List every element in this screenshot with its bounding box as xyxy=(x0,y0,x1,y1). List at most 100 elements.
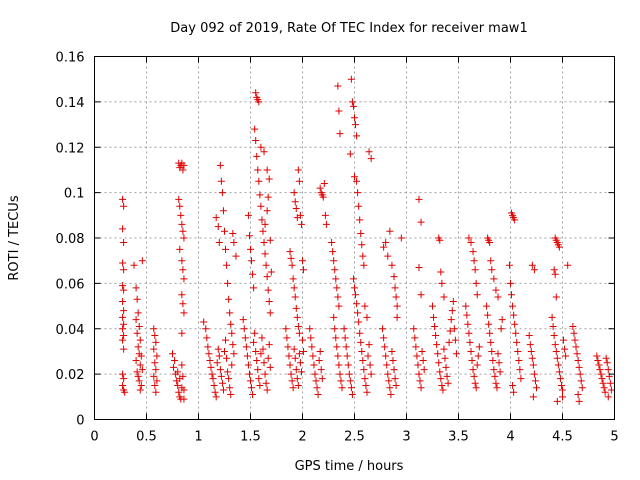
data-point xyxy=(560,336,568,344)
data-point xyxy=(606,379,614,387)
data-point xyxy=(417,384,425,392)
data-point xyxy=(516,366,524,374)
data-point xyxy=(569,322,577,330)
data-point xyxy=(435,359,443,367)
data-point xyxy=(259,345,267,353)
data-point xyxy=(335,302,343,310)
data-point xyxy=(321,211,329,219)
data-point xyxy=(260,239,268,247)
data-point xyxy=(264,354,272,362)
data-point xyxy=(334,293,342,301)
data-point xyxy=(330,313,338,321)
data-point xyxy=(178,257,186,265)
data-point xyxy=(488,347,496,355)
data-point xyxy=(598,375,606,383)
data-point xyxy=(255,98,263,106)
data-point xyxy=(300,266,308,274)
data-point xyxy=(492,379,500,387)
data-point xyxy=(120,375,128,383)
data-point xyxy=(365,341,373,349)
data-point xyxy=(366,361,374,369)
data-point xyxy=(214,223,222,231)
data-point xyxy=(312,377,320,385)
data-point xyxy=(389,357,397,365)
data-point xyxy=(120,320,128,328)
data-point xyxy=(594,357,602,365)
data-point xyxy=(226,309,234,317)
data-point xyxy=(475,343,483,351)
data-point xyxy=(487,338,495,346)
data-point xyxy=(286,248,294,256)
data-point xyxy=(556,375,564,383)
data-point xyxy=(330,257,338,265)
data-point xyxy=(206,357,214,365)
data-point xyxy=(216,366,224,374)
data-point xyxy=(364,352,372,360)
y-axis-label: ROTI / TECUs xyxy=(7,195,22,280)
data-point xyxy=(485,320,493,328)
data-point xyxy=(483,302,491,310)
x-tick-label: 1.5 xyxy=(240,430,261,445)
data-point xyxy=(390,273,398,281)
data-point xyxy=(133,368,141,376)
data-point xyxy=(555,368,563,376)
data-point xyxy=(249,391,257,399)
data-point xyxy=(248,257,256,265)
data-point xyxy=(179,372,187,380)
data-point xyxy=(505,261,513,269)
data-point xyxy=(451,336,459,344)
data-point xyxy=(212,393,220,401)
data-point xyxy=(175,388,183,396)
data-point xyxy=(441,354,449,362)
data-point xyxy=(119,195,127,203)
data-point xyxy=(550,266,558,274)
data-point xyxy=(299,336,306,344)
data-point xyxy=(345,370,353,378)
data-point xyxy=(437,375,445,383)
data-point xyxy=(361,302,369,310)
data-point xyxy=(348,391,356,399)
data-point xyxy=(466,338,474,346)
data-point xyxy=(440,293,448,301)
data-point xyxy=(357,338,365,346)
data-point xyxy=(551,270,559,278)
data-point xyxy=(295,177,303,185)
data-point xyxy=(434,350,442,358)
data-point xyxy=(223,261,231,269)
data-point xyxy=(153,352,161,360)
data-point xyxy=(288,377,296,385)
data-point xyxy=(213,359,221,367)
data-point xyxy=(255,177,263,185)
data-point xyxy=(559,386,566,394)
data-point xyxy=(443,372,451,380)
data-point xyxy=(359,252,367,260)
data-point xyxy=(355,202,363,210)
data-point xyxy=(517,375,525,383)
y-tick-label: 0.02 xyxy=(56,368,85,383)
data-point xyxy=(261,220,269,228)
data-point xyxy=(438,279,446,287)
data-point xyxy=(469,366,477,374)
data-point xyxy=(559,393,566,401)
grid-lines xyxy=(94,56,615,420)
data-point xyxy=(308,343,316,351)
data-point xyxy=(347,75,355,83)
data-point xyxy=(266,309,274,317)
data-point xyxy=(229,341,237,349)
data-point xyxy=(352,291,360,299)
data-point xyxy=(577,377,585,385)
data-point xyxy=(342,343,350,351)
data-point xyxy=(356,216,364,224)
data-point xyxy=(224,279,232,287)
data-point xyxy=(251,125,259,133)
data-point xyxy=(169,350,176,358)
data-point xyxy=(486,329,494,337)
data-point xyxy=(266,236,274,244)
data-point xyxy=(433,341,441,349)
data-point xyxy=(472,279,480,287)
data-point xyxy=(291,354,299,362)
data-point xyxy=(202,325,210,333)
data-point xyxy=(152,338,160,346)
data-point xyxy=(578,384,586,392)
y-tick-label: 0 xyxy=(76,414,84,429)
